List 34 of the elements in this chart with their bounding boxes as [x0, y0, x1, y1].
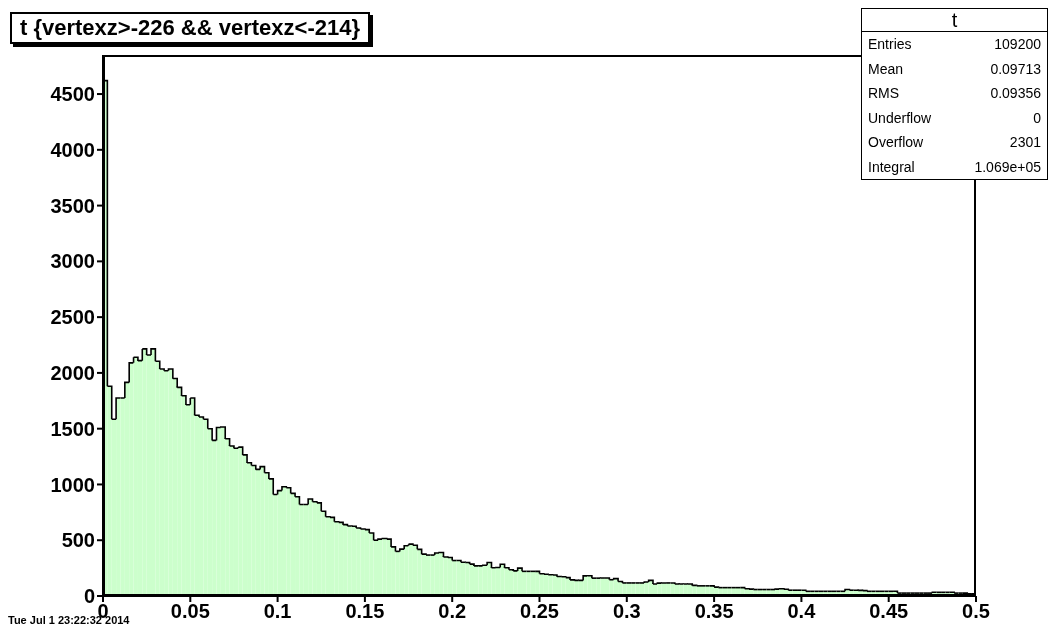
text: Entries: [868, 35, 912, 54]
y-tick-label: 3500: [50, 194, 95, 217]
x-tick-label: 0.45: [869, 600, 909, 623]
text: t: [862, 9, 1047, 32]
y-tick-label: 1500: [50, 417, 95, 440]
text: 0: [1033, 108, 1041, 128]
y-tick-label: 1000: [50, 473, 95, 496]
y-tick-label: 0: [83, 585, 95, 608]
x-tick-label: 0.15: [345, 600, 385, 623]
y-tick-label: 500: [61, 529, 95, 552]
y-tick-label: 2000: [50, 362, 95, 385]
y-tick-label: 4000: [50, 138, 95, 161]
text: 0.09356: [990, 84, 1041, 103]
x-tick-label: 0.2: [438, 600, 467, 623]
x-tick-label: 0.35: [694, 600, 734, 623]
y-tick-label: 3000: [50, 250, 95, 273]
x-tick-label: 0.05: [170, 600, 210, 623]
x-tick-label: 0.25: [520, 600, 559, 623]
x-tick-label: 0.5: [962, 600, 990, 623]
annotation: Overflow: [868, 133, 924, 152]
x-tick-label: 0.3: [612, 600, 641, 623]
annotation: Integral: [868, 157, 915, 177]
annotation: RMS: [868, 84, 900, 103]
x-tick-label: 0.4: [787, 600, 817, 623]
annotation: Mean: [868, 59, 904, 79]
chart-title: t {vertexz>-226 && vertexz<-214}: [10, 12, 370, 44]
text: 0.09713: [990, 59, 1041, 79]
y-tick-label: 2500: [50, 306, 95, 329]
text: 109200: [994, 35, 1041, 54]
annotation: Underflow: [868, 108, 932, 128]
text: 2301: [1009, 133, 1041, 152]
annotation: 1.069e+05: [974, 157, 1041, 177]
y-tick-label: 4500: [50, 83, 95, 106]
x-tick-label: 0.1: [263, 600, 292, 623]
